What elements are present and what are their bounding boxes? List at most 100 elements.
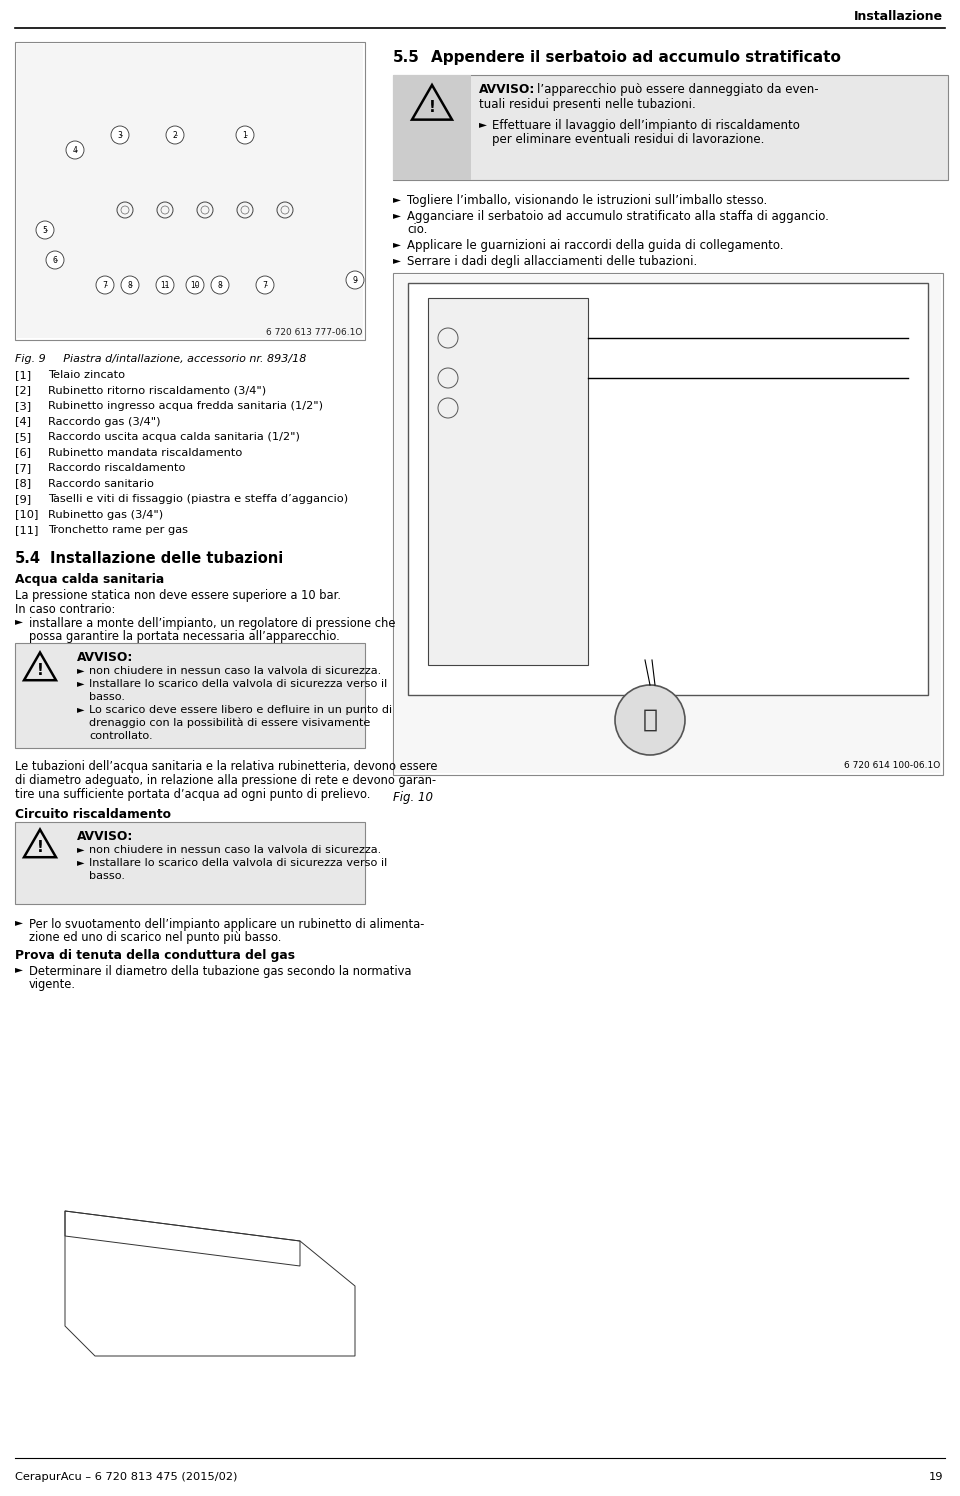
Bar: [393, 75, 948, 180]
Text: ►: ►: [479, 120, 487, 129]
Circle shape: [111, 126, 129, 144]
Text: Raccordo gas (3/4"): Raccordo gas (3/4"): [48, 416, 160, 426]
Text: 1: 1: [243, 130, 248, 139]
Text: non chiudere in nessun caso la valvola di sicurezza.: non chiudere in nessun caso la valvola d…: [89, 845, 381, 854]
Text: ►: ►: [393, 239, 401, 248]
Text: ⛺: ⛺: [642, 708, 658, 732]
Text: di diametro adeguato, in relazione alla pressione di rete e devono garan-: di diametro adeguato, in relazione alla …: [15, 773, 436, 787]
Text: Appendere il serbatoio ad accumulo stratificato: Appendere il serbatoio ad accumulo strat…: [431, 49, 841, 64]
Text: Agganciare il serbatoio ad accumulo stratificato alla staffa di aggancio.: Agganciare il serbatoio ad accumulo stra…: [407, 209, 828, 223]
Text: Fig. 10: Fig. 10: [393, 791, 433, 803]
Circle shape: [236, 126, 254, 144]
Text: 6 720 613 777-06.1O: 6 720 613 777-06.1O: [266, 328, 362, 337]
Circle shape: [615, 685, 685, 755]
Text: ►: ►: [15, 917, 23, 928]
Text: controllato.: controllato.: [89, 730, 153, 741]
Text: drenaggio con la possibilità di essere visivamente: drenaggio con la possibilità di essere v…: [89, 718, 371, 729]
Bar: [395, 275, 941, 773]
Text: basso.: basso.: [89, 871, 125, 881]
Bar: [17, 43, 363, 338]
Text: Raccordo riscaldamento: Raccordo riscaldamento: [48, 462, 185, 473]
Text: ►: ►: [15, 616, 23, 627]
Text: ►: ►: [77, 666, 84, 676]
Text: zione ed uno di scarico nel punto più basso.: zione ed uno di scarico nel punto più ba…: [29, 931, 281, 944]
Text: !: !: [36, 663, 43, 678]
Circle shape: [121, 275, 139, 295]
Text: Effettuare il lavaggio dell’impianto di riscaldamento: Effettuare il lavaggio dell’impianto di …: [492, 120, 800, 132]
Text: Lo scarico deve essere libero e defluire in un punto di: Lo scarico deve essere libero e defluire…: [89, 705, 392, 715]
Text: basso.: basso.: [89, 691, 125, 702]
Text: 9: 9: [352, 275, 357, 284]
Text: AVVISO:: AVVISO:: [77, 829, 133, 842]
Circle shape: [36, 221, 54, 239]
Text: ►: ►: [393, 194, 401, 203]
Text: 6 720 614 100-06.1O: 6 720 614 100-06.1O: [844, 761, 940, 770]
Text: AVVISO:: AVVISO:: [479, 82, 536, 96]
Bar: [428, 298, 588, 666]
Text: 5: 5: [42, 226, 47, 235]
Text: [11]: [11]: [15, 525, 38, 536]
Text: Per lo svuotamento dell’impianto applicare un rubinetto di alimenta-: Per lo svuotamento dell’impianto applica…: [29, 917, 424, 931]
Text: Rubinetto ingresso acqua fredda sanitaria (1/2"): Rubinetto ingresso acqua fredda sanitari…: [48, 401, 323, 411]
Text: ►: ►: [15, 965, 23, 974]
Text: Raccordo sanitario: Raccordo sanitario: [48, 479, 154, 489]
Text: vigente.: vigente.: [29, 977, 76, 990]
Text: 8: 8: [218, 281, 223, 290]
Text: ►: ►: [393, 254, 401, 265]
Bar: [393, 272, 943, 775]
Text: Circuito riscaldamento: Circuito riscaldamento: [15, 808, 171, 820]
Text: 10: 10: [190, 281, 200, 290]
Circle shape: [66, 141, 84, 159]
Text: Installazione delle tubazioni: Installazione delle tubazioni: [50, 551, 283, 565]
Text: !: !: [428, 100, 436, 115]
Text: ►: ►: [77, 679, 84, 688]
Text: Applicare le guarnizioni ai raccordi della guida di collegamento.: Applicare le guarnizioni ai raccordi del…: [407, 239, 783, 251]
Text: [9]: [9]: [15, 494, 31, 504]
Circle shape: [186, 275, 204, 295]
Text: 6: 6: [53, 256, 58, 265]
Text: Prova di tenuta della conduttura del gas: Prova di tenuta della conduttura del gas: [15, 948, 295, 962]
Text: ►: ►: [393, 209, 401, 220]
Text: Rubinetto ritorno riscaldamento (3/4"): Rubinetto ritorno riscaldamento (3/4"): [48, 386, 266, 395]
Circle shape: [156, 275, 174, 295]
Text: Acqua calda sanitaria: Acqua calda sanitaria: [15, 573, 164, 585]
Bar: [15, 642, 365, 748]
Text: 7: 7: [103, 281, 108, 290]
Text: 7: 7: [263, 281, 268, 290]
Text: 8: 8: [128, 281, 132, 290]
Circle shape: [166, 126, 184, 144]
Text: Taselli e viti di fissaggio (piastra e steffa d’aggancio): Taselli e viti di fissaggio (piastra e s…: [48, 494, 348, 504]
Circle shape: [46, 251, 64, 269]
Text: Installare lo scarico della valvola di sicurezza verso il: Installare lo scarico della valvola di s…: [89, 857, 387, 868]
Text: AVVISO:: AVVISO:: [77, 651, 133, 664]
Bar: [408, 283, 928, 696]
Text: Raccordo uscita acqua calda sanitaria (1/2"): Raccordo uscita acqua calda sanitaria (1…: [48, 432, 300, 441]
Circle shape: [96, 275, 114, 295]
Text: Tronchetto rame per gas: Tronchetto rame per gas: [48, 525, 188, 536]
Text: tuali residui presenti nelle tubazioni.: tuali residui presenti nelle tubazioni.: [479, 99, 696, 111]
Text: ►: ►: [77, 845, 84, 854]
Text: 11: 11: [160, 281, 170, 290]
Text: Rubinetto gas (3/4"): Rubinetto gas (3/4"): [48, 510, 163, 519]
Text: possa garantire la portata necessaria all’apparecchio.: possa garantire la portata necessaria al…: [29, 630, 340, 642]
Text: Serrare i dadi degli allacciamenti delle tubazioni.: Serrare i dadi degli allacciamenti delle…: [407, 254, 697, 268]
Circle shape: [346, 271, 364, 289]
Text: [6]: [6]: [15, 447, 31, 458]
Text: Rubinetto mandata riscaldamento: Rubinetto mandata riscaldamento: [48, 447, 242, 458]
Bar: [15, 821, 365, 904]
Text: 3: 3: [117, 130, 123, 139]
Text: 5.5: 5.5: [393, 49, 420, 64]
Text: ►: ►: [77, 705, 84, 715]
Text: Fig. 9     Piastra d/intallazione, accessorio nr. 893/18: Fig. 9 Piastra d/intallazione, accessori…: [15, 355, 306, 364]
Text: [2]: [2]: [15, 386, 31, 395]
Text: Installare lo scarico della valvola di sicurezza verso il: Installare lo scarico della valvola di s…: [89, 679, 387, 688]
Circle shape: [211, 275, 229, 295]
Text: [8]: [8]: [15, 479, 31, 489]
Circle shape: [256, 275, 274, 295]
Text: [4]: [4]: [15, 416, 31, 426]
Text: Le tubazioni dell’acqua sanitaria e la relativa rubinetteria, devono essere: Le tubazioni dell’acqua sanitaria e la r…: [15, 760, 438, 772]
Text: In caso contrario:: In caso contrario:: [15, 603, 115, 615]
Text: Installazione: Installazione: [853, 10, 943, 22]
Text: Determinare il diametro della tubazione gas secondo la normativa: Determinare il diametro della tubazione …: [29, 965, 412, 977]
Text: non chiudere in nessun caso la valvola di sicurezza.: non chiudere in nessun caso la valvola d…: [89, 666, 381, 676]
